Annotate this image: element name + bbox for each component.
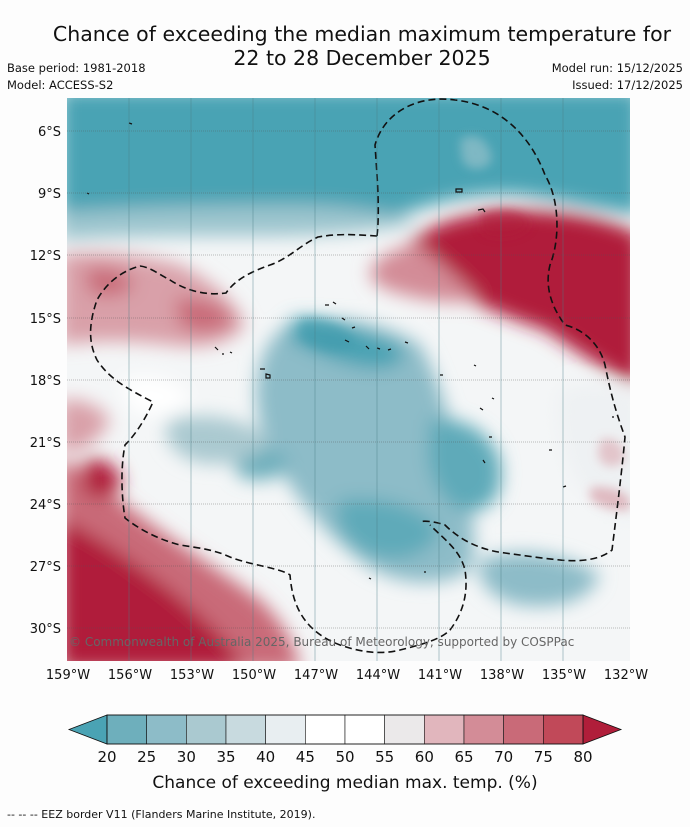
- issued-text: Issued: 17/12/2025: [572, 78, 683, 92]
- colorbar-tick-label: 70: [494, 748, 513, 766]
- meta-right: Model run: 15/12/2025 Issued: 17/12/2025: [552, 60, 683, 94]
- islands: [86, 122, 614, 580]
- colorbar-bin: [463, 714, 504, 745]
- lon-label: 138°W: [480, 668, 524, 683]
- lon-label: 156°W: [108, 668, 152, 683]
- lat-label: 18°S: [30, 374, 61, 389]
- lon-label: 159°W: [46, 668, 90, 683]
- colorbar-tick-label: 45: [296, 748, 315, 766]
- lon-label: 150°W: [232, 668, 276, 683]
- meridians: [128, 98, 564, 661]
- colorbar-frame: [106, 714, 584, 745]
- colorbar-bin: [424, 714, 465, 745]
- lon-label: 135°W: [542, 668, 586, 683]
- lon-label: 153°W: [170, 668, 214, 683]
- meta-left: Base period: 1981-2018 Model: ACCESS-S2: [7, 60, 146, 94]
- colorbar-tick-label: 55: [375, 748, 394, 766]
- lat-label: 9°S: [38, 187, 61, 202]
- colorbar-bin: [106, 714, 147, 745]
- model-run-text: Model run: 15/12/2025: [551, 61, 683, 75]
- colorbar-tick-label: 50: [335, 748, 354, 766]
- lon-labels: 159°W 156°W 153°W 150°W 147°W 144°W 141°…: [46, 668, 648, 683]
- colorbar-bin: [384, 714, 425, 745]
- colorbar-tick-label: 65: [454, 748, 473, 766]
- colorbar-bin: [225, 714, 266, 745]
- colorbar-tick-label: 75: [534, 748, 553, 766]
- lat-label: 27°S: [30, 560, 61, 575]
- colorbar-tick-label: 40: [256, 748, 275, 766]
- lat-label: 12°S: [30, 249, 61, 264]
- colorbar-bin: [186, 714, 227, 745]
- eez-footnote: -- -- -- EEZ border V11 (Flanders Marine…: [7, 808, 316, 821]
- colorbar-title: Chance of exceeding median max. temp. (%…: [152, 773, 537, 793]
- eez-border: [89, 98, 626, 654]
- copyright-text: © Commonwealth of Australia 2025, Bureau…: [69, 635, 574, 649]
- colorbar-under-arrow: [67, 714, 108, 745]
- colorbar-bin: [543, 714, 584, 745]
- lat-label: 24°S: [30, 498, 61, 513]
- field-detail: [300, 136, 630, 511]
- colorbar-tick-label: 35: [216, 748, 235, 766]
- colorbar-tick-label: 20: [97, 748, 116, 766]
- colorbar-tick-label: 25: [137, 748, 156, 766]
- colorbar: 20 25 30 35 40 45 50 55 60 65 70 75 80 Chance of exc…: [67, 714, 623, 793]
- lat-label: 15°S: [30, 312, 61, 327]
- model-text: Model: ACCESS-S2: [7, 78, 114, 92]
- title-line-1: Chance of exceeding the median maximum t…: [52, 22, 672, 46]
- chart-title: Chance of exceeding the median maximum t…: [0, 22, 690, 70]
- colorbar-bin: [305, 714, 346, 745]
- base-period-text: Base period: 1981-2018: [7, 61, 146, 75]
- colorbar-tick-label: 80: [573, 748, 592, 766]
- colorbar-bin: [146, 714, 187, 745]
- colorbar-over-arrow: [582, 714, 623, 745]
- lat-labels: 6°S 9°S 12°S 15°S 18°S 21°S 24°S 27°S 30…: [30, 125, 61, 637]
- lon-label: 141°W: [418, 668, 462, 683]
- forecast-map: © Commonwealth of Australia 2025, Bureau…: [30, 98, 648, 793]
- lon-label: 147°W: [294, 668, 338, 683]
- probability-field: © Commonwealth of Australia 2025, Bureau…: [67, 98, 630, 661]
- colorbar-bin: [344, 714, 385, 745]
- colorbar-bin: [503, 714, 544, 745]
- colorbar-bin: [265, 714, 306, 745]
- lon-label: 132°W: [604, 668, 648, 683]
- lon-label: 144°W: [356, 668, 400, 683]
- colorbar-tick-label: 60: [415, 748, 434, 766]
- colorbar-tick-label: 30: [177, 748, 196, 766]
- title-line-2: 22 to 28 December 2025: [233, 46, 491, 70]
- lat-label: 21°S: [30, 436, 61, 451]
- lat-label: 30°S: [30, 622, 61, 637]
- lat-label: 6°S: [38, 125, 61, 140]
